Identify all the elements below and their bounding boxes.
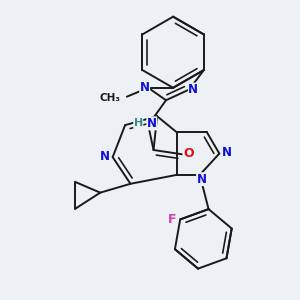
- Text: N: N: [222, 146, 232, 159]
- Text: CH₃: CH₃: [100, 94, 121, 103]
- Text: N: N: [196, 173, 206, 186]
- Text: H: H: [134, 118, 143, 128]
- Text: F: F: [168, 213, 177, 226]
- Text: N: N: [140, 81, 150, 94]
- Text: N: N: [100, 150, 110, 163]
- Text: O: O: [183, 147, 194, 160]
- Text: N: N: [147, 117, 157, 130]
- Text: N: N: [188, 83, 198, 96]
